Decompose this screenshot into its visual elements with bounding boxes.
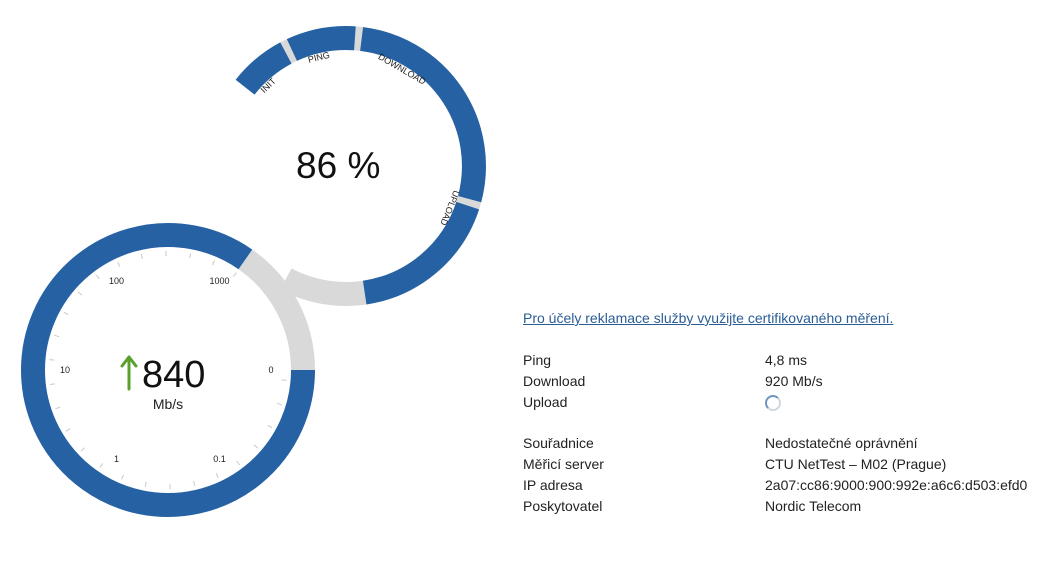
detail-value: Nordic Telecom <box>765 496 861 517</box>
detail-row-provider: Poskytovatel Nordic Telecom <box>523 496 1043 517</box>
speed-unit: Mb/s <box>140 396 196 412</box>
progress-segment-upload <box>365 206 468 293</box>
scale-tick <box>282 380 287 381</box>
scale-label: 1000 <box>209 276 229 286</box>
scale-tick <box>56 407 61 409</box>
scale-tick <box>233 273 236 277</box>
scale-tick <box>145 482 146 487</box>
scale-tick <box>268 425 272 427</box>
result-value: 920 Mb/s <box>765 371 823 392</box>
scale-tick <box>64 312 68 314</box>
scale-label: 0 <box>268 365 273 375</box>
scale-tick <box>118 262 120 267</box>
scale-tick <box>96 275 99 279</box>
result-row-upload: Upload <box>523 392 1043 413</box>
scale-tick <box>190 253 191 258</box>
loading-spinner-icon <box>765 395 781 411</box>
scale-label: 1 <box>114 454 119 464</box>
detail-value: CTU NetTest – M02 (Prague) <box>765 454 946 475</box>
scale-tick <box>54 335 59 337</box>
scale-tick <box>141 254 142 259</box>
scale-label: 0.1 <box>213 454 226 464</box>
detail-label: Poskytovatel <box>523 496 602 517</box>
result-label: Upload <box>523 392 567 413</box>
result-row-download: Download 920 Mb/s <box>523 371 1043 392</box>
detail-label: IP adresa <box>523 475 583 496</box>
upload-arrow-icon <box>118 355 140 391</box>
detail-row-ip: IP adresa 2a07:cc86:9000:900:992e:a6c6:d… <box>523 475 1043 496</box>
current-speed: 840 <box>118 349 205 397</box>
detail-value: 2a07:cc86:9000:900:992e:a6c6:d503:efd0 <box>765 475 1027 496</box>
progress-segment-ping <box>292 38 355 50</box>
result-row-ping: Ping 4,8 ms <box>523 350 1043 371</box>
progress-percent-sign: % <box>347 145 380 186</box>
scale-tick <box>254 445 258 448</box>
scale-tick <box>277 403 282 405</box>
scale-tick <box>50 360 55 361</box>
result-label: Download <box>523 371 585 392</box>
detail-label: Měřicí server <box>523 454 604 475</box>
scale-tick <box>237 461 240 465</box>
scale-tick <box>78 292 82 295</box>
scale-label: 100 <box>109 276 124 286</box>
detail-label: Souřadnice <box>523 433 594 454</box>
scale-tick <box>216 473 218 478</box>
result-label: Ping <box>523 350 551 371</box>
scale-tick <box>122 475 124 480</box>
scale-tick <box>50 384 55 385</box>
certified-measurement-link[interactable]: Pro účely reklamace služby využijte cert… <box>523 310 893 326</box>
scale-tick <box>81 448 85 452</box>
scale-tick <box>100 463 103 467</box>
detail-row-server: Měřicí server CTU NetTest – M02 (Prague) <box>523 454 1043 475</box>
results-table: Ping 4,8 ms Download 920 Mb/s Upload Sou… <box>523 350 1043 517</box>
scale-tick <box>194 481 195 486</box>
scale-tick <box>213 261 215 266</box>
scale-label: 10 <box>60 365 70 375</box>
progress-percentage: 86 % <box>296 143 396 189</box>
detail-row-coordinates: Souřadnice Nedostatečné oprávnění <box>523 433 1043 454</box>
result-value: 4,8 ms <box>765 350 807 371</box>
scale-tick <box>66 429 70 432</box>
detail-value: Nedostatečné oprávnění <box>765 433 918 454</box>
speed-value: 840 <box>142 353 205 397</box>
progress-value: 86 <box>296 145 337 186</box>
